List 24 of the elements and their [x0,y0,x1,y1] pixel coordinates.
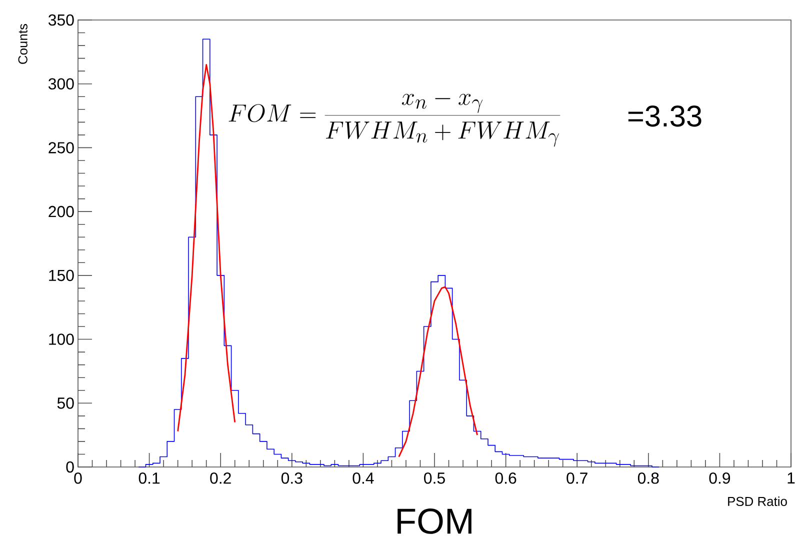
x-tick-label: 0.5 [424,472,445,484]
x-tick-label: 0.1 [138,472,160,484]
annotation: =3.33 [628,106,702,127]
text: FOM [398,508,472,534]
y-tick-label: 200 [48,206,74,218]
x-tick-label: 0 [74,472,82,484]
x-tick-label: 0.3 [281,472,302,484]
y-tick-label: 350 [48,14,74,26]
y-tick-label: 300 [48,78,74,90]
y-tick-label: 0 [66,461,74,473]
x-tick-label: 1 [788,472,795,484]
y-tick-label: 250 [48,142,74,154]
x-tick-label: 0.4 [352,472,374,484]
y-axis-title: Counts [18,24,28,64]
x-tick-label: 0.6 [495,472,516,484]
y-tick-label: 150 [49,270,74,282]
x-tick-label: 0.7 [566,472,588,484]
y-tick-label: 50 [57,398,74,409]
y-tick-label: 100 [49,334,74,345]
x-axis-title: PSD Ratio [728,496,787,506]
x-tick-label: 0.9 [709,472,730,484]
x-tick-label: 0.8 [638,472,659,484]
annotation: $FOM = \frac{x_n - x_\gamma}{FWHM_n + FWHM_\gamma}$ [228,94,560,147]
x-tick-label: 0.2 [210,472,231,484]
